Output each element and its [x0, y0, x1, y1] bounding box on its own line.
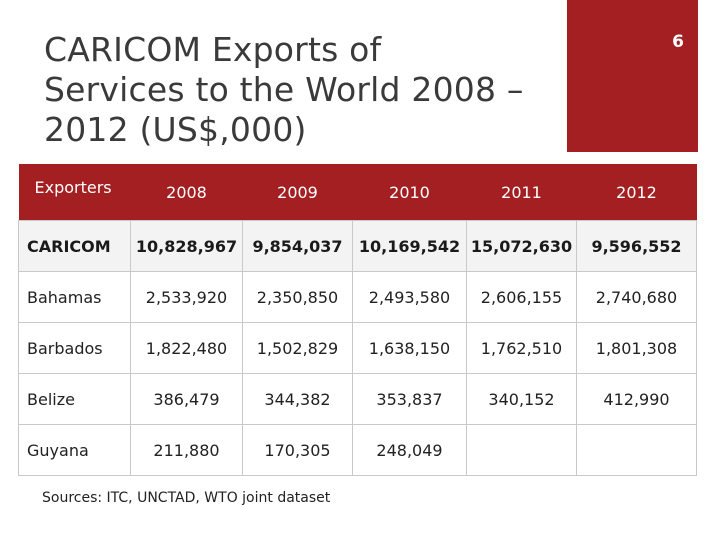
table-cell — [576, 424, 697, 476]
table-cell: 353,837 — [352, 373, 467, 425]
table-cell — [466, 424, 577, 476]
table-cell: 1,762,510 — [466, 322, 577, 374]
table-cell: 344,382 — [242, 373, 353, 425]
table-cell: 10,169,542 — [352, 220, 467, 272]
title-line-3: 2012 (US$,000) — [44, 110, 307, 149]
header-2012: 2012 — [576, 164, 697, 221]
header-2010: 2010 — [352, 164, 467, 221]
row-name: Belize — [18, 373, 131, 425]
table-cell: 9,596,552 — [576, 220, 697, 272]
title-line-2: Services to the World 2008 – — [44, 70, 524, 109]
row-name: Guyana — [18, 424, 131, 476]
table-cell: 386,479 — [130, 373, 243, 425]
table-cell: 412,990 — [576, 373, 697, 425]
table-row-bahamas: Bahamas 2,533,920 2,350,850 2,493,580 2,… — [18, 271, 697, 323]
table-cell: 9,854,037 — [242, 220, 353, 272]
table-cell: 10,828,967 — [130, 220, 243, 272]
page-number-box: 6 — [567, 0, 698, 152]
table-cell: 340,152 — [466, 373, 577, 425]
table-row-barbados: Barbados 1,822,480 1,502,829 1,638,150 1… — [18, 322, 697, 374]
header-exporters: Exporters — [18, 164, 131, 221]
header-2009: 2009 — [242, 164, 353, 221]
table-cell: 1,502,829 — [242, 322, 353, 374]
row-name: CARICOM — [18, 220, 131, 272]
header-2011: 2011 — [466, 164, 577, 221]
row-name: Barbados — [18, 322, 131, 374]
row-name: Bahamas — [18, 271, 131, 323]
table-row-guyana: Guyana 211,880 170,305 248,049 — [18, 424, 697, 476]
table-cell: 1,822,480 — [130, 322, 243, 374]
table-cell: 211,880 — [130, 424, 243, 476]
table-cell: 170,305 — [242, 424, 353, 476]
table-cell: 2,606,155 — [466, 271, 577, 323]
source-note: Sources: ITC, UNCTAD, WTO joint dataset — [42, 490, 331, 506]
title-line-1: CARICOM Exports of — [44, 30, 382, 69]
table-cell: 2,740,680 — [576, 271, 697, 323]
table-cell: 2,350,850 — [242, 271, 353, 323]
header-2008: 2008 — [130, 164, 243, 221]
exports-table: Exporters 2008 2009 2010 2011 2012 CARIC… — [18, 164, 697, 476]
page-number: 6 — [672, 32, 684, 52]
table-row-belize: Belize 386,479 344,382 353,837 340,152 4… — [18, 373, 697, 425]
table-cell: 2,493,580 — [352, 271, 467, 323]
table-cell: 248,049 — [352, 424, 467, 476]
table-cell: 2,533,920 — [130, 271, 243, 323]
table-header-row: Exporters 2008 2009 2010 2011 2012 — [18, 164, 697, 221]
table-cell: 1,801,308 — [576, 322, 697, 374]
exports-table-container: Exporters 2008 2009 2010 2011 2012 CARIC… — [18, 164, 697, 476]
table-cell: 15,072,630 — [466, 220, 577, 272]
table-cell: 1,638,150 — [352, 322, 467, 374]
table-row-caricom: CARICOM 10,828,967 9,854,037 10,169,542 … — [18, 220, 697, 272]
slide-title: CARICOM Exports of Services to the World… — [44, 30, 564, 150]
